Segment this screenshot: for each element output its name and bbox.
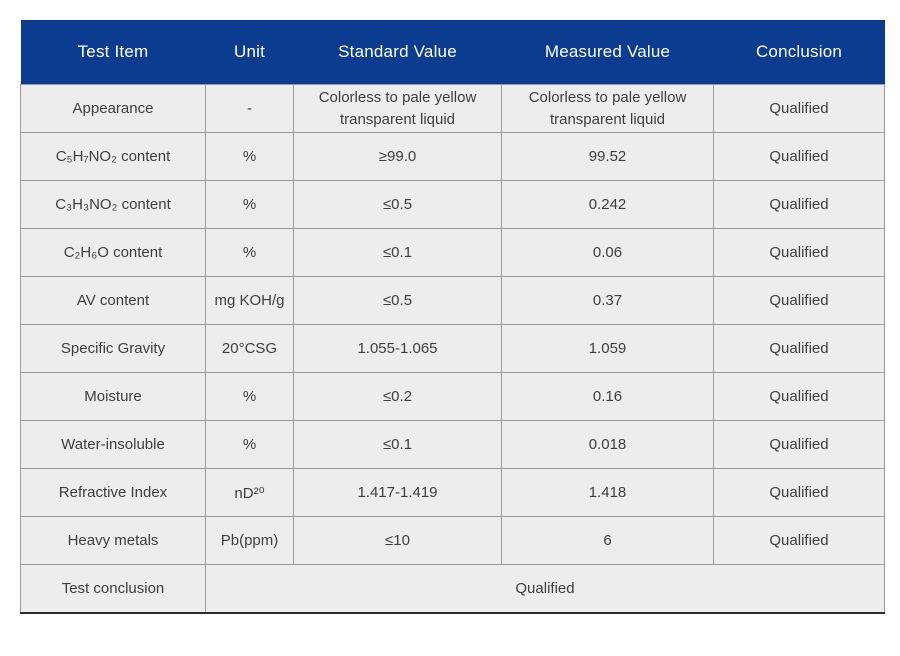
cell-measured: 6 (501, 516, 714, 565)
cell-item: C₅H₇NO₂ content (20, 132, 206, 181)
table-row-appearance: Appearance - Colorless to pale yellow tr… (20, 84, 885, 133)
cell-standard: 1.055-1.065 (293, 324, 502, 373)
table-header-row: Test Item Unit Standard Value Measured V… (20, 20, 885, 85)
cell-standard: ≤0.1 (293, 228, 502, 277)
cell-item: Specific Gravity (20, 324, 206, 373)
cell-unit: % (205, 420, 294, 469)
cell-unit: % (205, 180, 294, 229)
cell-conclusion: Qualified (713, 372, 885, 421)
cell-item: Water-insoluble (20, 420, 206, 469)
col-header-test-item: Test Item (20, 20, 206, 85)
cell-standard: ≤0.2 (293, 372, 502, 421)
table-row-test-conclusion: Test conclusion Qualified (20, 564, 885, 613)
cell-standard: ≤0.1 (293, 420, 502, 469)
cell-conclusion: Qualified (713, 276, 885, 325)
cell-item: C₃H₃NO₂ content (20, 180, 206, 229)
cell-item: Appearance (20, 84, 206, 133)
cell-conclusion: Qualified (713, 420, 885, 469)
cell-measured: 99.52 (501, 132, 714, 181)
cell-item: Moisture (20, 372, 206, 421)
cell-unit: % (205, 372, 294, 421)
table-row-heavy-metals: Heavy metals Pb(ppm) ≤10 6 Qualified (20, 516, 885, 565)
qc-spec-table: Test Item Unit Standard Value Measured V… (20, 20, 885, 614)
col-header-standard-value: Standard Value (293, 20, 502, 85)
cell-measured: 0.242 (501, 180, 714, 229)
cell-unit: Pb(ppm) (205, 516, 294, 565)
cell-item: AV content (20, 276, 206, 325)
table-row-av-content: AV content mg KOH/g ≤0.5 0.37 Qualified (20, 276, 885, 325)
table-row-c2h6o: C₂H₆O content % ≤0.1 0.06 Qualified (20, 228, 885, 277)
cell-standard: ≤0.5 (293, 180, 502, 229)
cell-measured: 1.418 (501, 468, 714, 517)
cell-item: Refractive Index (20, 468, 206, 517)
cell-unit: % (205, 132, 294, 181)
cell-unit: - (205, 84, 294, 133)
cell-conclusion: Qualified (713, 324, 885, 373)
qc-spec-table-container: Test Item Unit Standard Value Measured V… (20, 20, 885, 614)
cell-measured: 0.018 (501, 420, 714, 469)
cell-final-conclusion: Qualified (205, 564, 885, 613)
cell-standard: ≤0.5 (293, 276, 502, 325)
cell-item: Heavy metals (20, 516, 206, 565)
cell-conclusion: Qualified (713, 516, 885, 565)
cell-item: Test conclusion (20, 564, 206, 613)
table-row-refractive-index: Refractive Index nD²⁰ 1.417-1.419 1.418 … (20, 468, 885, 517)
cell-standard: ≤10 (293, 516, 502, 565)
cell-unit: 20°CSG (205, 324, 294, 373)
cell-conclusion: Qualified (713, 468, 885, 517)
cell-measured: Colorless to pale yellow transparent liq… (501, 84, 714, 133)
cell-conclusion: Qualified (713, 228, 885, 277)
cell-measured: 0.37 (501, 276, 714, 325)
cell-measured: 0.06 (501, 228, 714, 277)
table-row-c5h7no2: C₅H₇NO₂ content % ≥99.0 99.52 Qualified (20, 132, 885, 181)
cell-unit: % (205, 228, 294, 277)
table-row-c3h3no2: C₃H₃NO₂ content % ≤0.5 0.242 Qualified (20, 180, 885, 229)
cell-unit: mg KOH/g (205, 276, 294, 325)
cell-measured: 0.16 (501, 372, 714, 421)
col-header-unit: Unit (205, 20, 294, 85)
cell-standard: 1.417-1.419 (293, 468, 502, 517)
cell-standard: Colorless to pale yellow transparent liq… (293, 84, 502, 133)
cell-conclusion: Qualified (713, 84, 885, 133)
cell-conclusion: Qualified (713, 132, 885, 181)
cell-standard: ≥99.0 (293, 132, 502, 181)
table-row-water-insoluble: Water-insoluble % ≤0.1 0.018 Qualified (20, 420, 885, 469)
table-row-moisture: Moisture % ≤0.2 0.16 Qualified (20, 372, 885, 421)
cell-unit: nD²⁰ (205, 468, 294, 517)
table-row-specific-gravity: Specific Gravity 20°CSG 1.055-1.065 1.05… (20, 324, 885, 373)
cell-item: C₂H₆O content (20, 228, 206, 277)
col-header-conclusion: Conclusion (713, 20, 885, 85)
cell-conclusion: Qualified (713, 180, 885, 229)
cell-measured: 1.059 (501, 324, 714, 373)
col-header-measured-value: Measured Value (501, 20, 714, 85)
